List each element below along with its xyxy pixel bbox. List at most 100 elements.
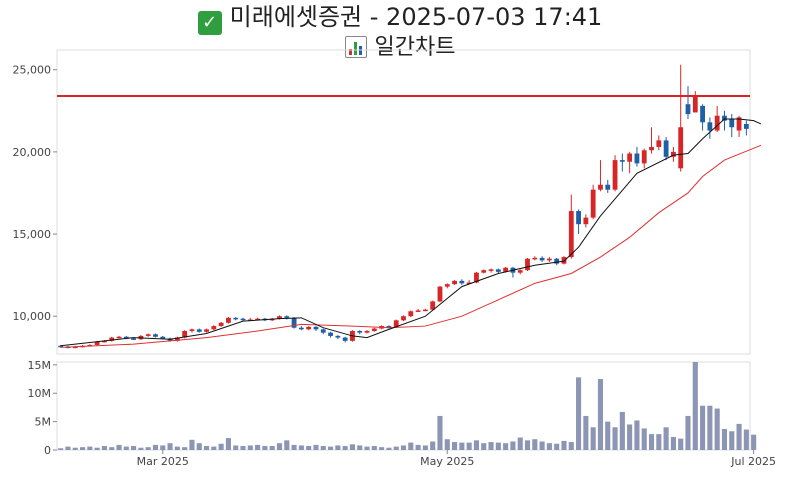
price-tick-label: 15,000 [13, 228, 52, 241]
candle-body [590, 189, 596, 218]
candle-body [561, 257, 567, 264]
volume-bar [597, 379, 604, 450]
candle-body [357, 330, 363, 333]
candle-body [386, 326, 392, 328]
candle-body [58, 345, 64, 348]
date-tick-label: May 2025 [420, 455, 474, 468]
candle-body [663, 140, 669, 157]
volume-bar [510, 441, 516, 450]
volume-bar [656, 434, 662, 450]
volume-bar [189, 439, 195, 450]
volume-bar [473, 440, 480, 450]
volume-bar [751, 434, 757, 450]
volume-bar [714, 408, 720, 450]
candle-body [102, 340, 107, 343]
volume-bar [284, 440, 290, 450]
volume-bar [87, 446, 93, 450]
volume-bar [736, 423, 742, 450]
candle-body [204, 329, 209, 332]
candle-body [335, 335, 341, 338]
volume-bar [481, 443, 487, 450]
volume-bar [138, 447, 144, 450]
volume-bar [225, 438, 231, 450]
volume-bar [182, 447, 188, 450]
volume-bar [605, 421, 611, 450]
volume-bar [152, 444, 159, 450]
volume-bar [663, 427, 669, 450]
candle-body [459, 280, 465, 284]
chart-title-text: 미래에셋증권 - 2025-07-03 17:41 [229, 3, 603, 31]
candle-body [342, 337, 348, 341]
candle-body [670, 151, 676, 157]
candle-body [714, 115, 720, 131]
volume-bar [721, 428, 728, 450]
volume-bar [116, 444, 122, 450]
candle-body [116, 336, 122, 339]
volume-bar [517, 437, 523, 450]
candle-body [371, 328, 377, 331]
volume-bar [349, 444, 355, 450]
volume-bar [101, 446, 107, 450]
volume-bar [707, 405, 713, 450]
check-mark-icon: ✓ [197, 11, 222, 35]
volume-bar [291, 444, 297, 450]
volume-bar [335, 445, 341, 450]
volume-bar [386, 447, 392, 450]
volume-bar [160, 445, 166, 450]
volume-bar [247, 445, 253, 450]
candle-body [277, 316, 282, 319]
candle-body [182, 330, 188, 338]
volume-bar [641, 428, 647, 450]
volume-bar [561, 440, 567, 450]
candle-body [474, 272, 479, 283]
candle-body [554, 258, 560, 264]
candle-body [233, 317, 239, 320]
candle-body [408, 311, 414, 317]
candle-body [452, 280, 457, 285]
volume-bar [648, 434, 655, 450]
volume-bar [320, 446, 326, 450]
volume-bar [94, 447, 100, 450]
candle-body [743, 123, 749, 129]
candle-body [320, 329, 326, 333]
volume-bar [444, 439, 450, 450]
price-plot-frame [56, 49, 751, 355]
candle-body [546, 258, 552, 261]
candle-body [707, 122, 713, 131]
candle-body [656, 140, 662, 147]
candle-body [145, 334, 151, 336]
volume-bar [167, 443, 173, 450]
candle-body [576, 211, 581, 225]
volume-tick-label: 10M [28, 387, 52, 400]
candle-body [525, 258, 530, 271]
chart-subtitle: 일간차트 [0, 34, 800, 62]
candle-body [685, 104, 691, 115]
candle-body [153, 334, 158, 337]
candle-body [131, 338, 137, 340]
volume-bar [327, 446, 334, 450]
volume-bar [583, 415, 589, 450]
volume-bar [58, 448, 64, 450]
moving-average-long-line [60, 144, 762, 348]
date-tick-label: Mar 2025 [137, 455, 189, 468]
price-y-axis: 10,000 15,000 20,000 25,000 [13, 64, 57, 323]
volume-bar [422, 445, 428, 450]
volume-bar [145, 447, 151, 450]
date-x-axis: Mar 2025 May 2025 Jul 2025 [137, 450, 776, 468]
volume-panel: 0 5M 10M 15M Mar 2025 May 2025 Jul 2025 [28, 359, 777, 468]
date-tick-label: Jul 2025 [730, 455, 776, 468]
volume-bar [131, 446, 137, 450]
volume-bar [72, 447, 78, 450]
candle-body [634, 153, 640, 164]
volume-bar [546, 443, 552, 450]
candle-body [422, 309, 428, 312]
volume-bar [364, 446, 370, 450]
candle-body [627, 153, 633, 162]
volume-bar [539, 441, 545, 450]
volume-bar [65, 446, 71, 450]
volume-bar [452, 442, 458, 450]
candle-body [729, 119, 735, 128]
volume-bar [437, 415, 443, 450]
candle-body [393, 320, 399, 327]
